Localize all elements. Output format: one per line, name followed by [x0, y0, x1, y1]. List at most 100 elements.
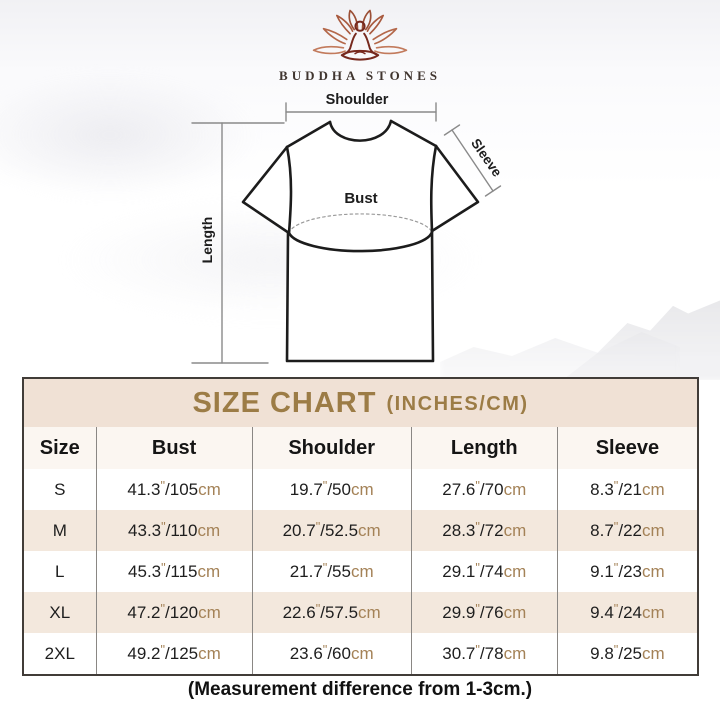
shoulder-cell: 23.6 "/60 cm: [251, 633, 411, 674]
inch-mark: ": [613, 519, 619, 534]
length-cell: 27.6 "/70 cm: [410, 469, 557, 510]
table-header-row: Size Bust Shoulder Length Sleeve: [24, 427, 697, 469]
unit-separator: /: [327, 561, 333, 581]
sleeve-cell: 8.7 "/22 cm: [556, 510, 697, 551]
inch-value: 23.6: [289, 643, 323, 663]
unit-separator: /: [618, 602, 624, 622]
column-header-size: Size: [39, 436, 80, 459]
inch-value: 45.3: [128, 561, 162, 581]
cm-suffix: cm: [350, 479, 374, 499]
inch-value: 47.2: [127, 602, 161, 622]
inch-value: 9.1: [590, 561, 614, 581]
cm-value: 55: [332, 561, 351, 581]
inch-value: 28.3: [442, 520, 476, 540]
cm-value: 21: [623, 479, 642, 499]
size-cell: M: [52, 520, 67, 540]
inch-value: 19.7: [289, 479, 323, 499]
column-header-bust: Bust: [95, 427, 252, 469]
sleeve-cell: 9.1 "/23 cm: [556, 551, 697, 592]
inch-value: 30.7: [442, 643, 476, 663]
cm-suffix: cm: [503, 520, 527, 540]
inch-mark: ": [613, 560, 619, 575]
bust-cell: 43.3 "/110 cm: [95, 510, 252, 551]
length-cell: 29.1 "/74 cm: [410, 551, 557, 592]
cm-suffix: cm: [358, 602, 381, 622]
inch-mark: ": [475, 519, 480, 534]
size-cell: L: [55, 561, 65, 581]
cm-value: 23: [623, 561, 642, 581]
unit-separator: /: [618, 479, 624, 499]
cm-suffix: cm: [198, 643, 221, 663]
cm-value: 105: [169, 479, 199, 499]
shoulder-cell: 20.7 "/52.5 cm: [251, 510, 411, 551]
table-body: S 41.3 "/105 cm 19.7 "/50 cm 27.6 "/70 cm 8.3 "/21 c…: [24, 469, 697, 674]
table-row: M 43.3 "/110 cm 20.7 "/52.5 cm 28.3 "/72 cm 8.7 "/2…: [24, 510, 697, 551]
sleeve-cell: 9.4 "/24 cm: [556, 592, 697, 633]
shoulder-cell: 19.7 "/50 cm: [251, 469, 411, 510]
size-chart-title-band: SIZE CHART (INCHES/CM): [24, 379, 697, 427]
shoulder-cell: 22.6 "/57.5 cm: [251, 592, 411, 633]
cm-suffix: cm: [503, 643, 527, 663]
cm-suffix: cm: [358, 520, 381, 540]
brand-name: BUDDHA STONES: [279, 68, 441, 83]
unit-separator: /: [479, 643, 485, 663]
sleeve-cell: 8.3 "/21 cm: [556, 469, 697, 510]
cm-value: 115: [170, 561, 198, 581]
tshirt-body: [243, 121, 478, 361]
unit-separator: /: [618, 643, 624, 663]
inch-value: 43.3: [128, 520, 162, 540]
cm-suffix: cm: [641, 561, 665, 581]
cm-suffix: cm: [641, 602, 665, 622]
cm-value: 78: [484, 643, 504, 663]
measurement-guides: [191, 102, 502, 364]
unit-separator: /: [165, 520, 171, 540]
brand-logo: BUDDHA STONES: [0, 8, 720, 84]
bust-dotted-line: [288, 213, 433, 234]
inch-value: 29.1: [442, 561, 476, 581]
length-cell: 29.9 "/76 cm: [410, 592, 557, 633]
length-label: Length: [199, 216, 215, 264]
unit-separator: /: [165, 602, 170, 622]
table-row: L 45.3 "/115 cm 21.7 "/55 cm 29.1 "/74 cm 9.1 "/23 c…: [24, 551, 697, 592]
inch-value: 49.2: [127, 643, 161, 663]
inch-mark: ": [613, 642, 619, 657]
cm-suffix: cm: [350, 643, 374, 663]
bust-cell: 45.3 "/115 cm: [95, 551, 252, 592]
cm-value: 22: [623, 520, 642, 540]
inch-mark: ": [160, 601, 166, 616]
inch-mark: ": [322, 560, 328, 575]
inch-mark: ": [475, 478, 480, 493]
unit-separator: /: [320, 602, 325, 622]
inch-value: 22.6: [282, 602, 316, 622]
inch-mark: ": [160, 642, 166, 657]
column-header-length: Length: [410, 427, 557, 469]
cm-value: 125: [169, 643, 199, 663]
inch-value: 8.7: [590, 520, 614, 540]
cm-suffix: cm: [503, 561, 527, 581]
unit-separator: /: [327, 643, 333, 663]
lotus-meditation-icon: [312, 9, 408, 61]
inch-value: 21.7: [289, 561, 323, 581]
cm-value: 52.5: [324, 520, 359, 540]
tshirt-outline: [241, 119, 480, 363]
shoulder-label: Shoulder: [325, 92, 389, 108]
background-mountain-art: [562, 296, 720, 380]
size-chart-units-label: (INCHES/CM): [386, 393, 529, 415]
cm-suffix: cm: [641, 643, 665, 663]
size-chart-table: SIZE CHART (INCHES/CM) Size Bust Shoulde…: [22, 377, 699, 676]
cm-value: 25: [623, 643, 642, 663]
size-cell: XL: [49, 602, 71, 622]
inch-value: 8.3: [590, 479, 614, 499]
bust-cell: 47.2 "/120 cm: [95, 592, 252, 633]
unit-separator: /: [479, 602, 485, 622]
unit-separator: /: [165, 561, 171, 581]
length-cell: 30.7 "/78 cm: [410, 633, 557, 674]
table-row: XL 47.2 "/120 cm 22.6 "/57.5 cm 29.9 "/76 cm 9.4 " /…: [24, 592, 697, 633]
bust-cell: 41.3 "/105 cm: [95, 469, 252, 510]
unit-separator: /: [479, 520, 485, 540]
inch-mark: ": [160, 478, 166, 493]
cm-value: 76: [484, 602, 504, 622]
bust-cell: 49.2 "/125 cm: [95, 633, 252, 674]
unit-separator: /: [320, 520, 325, 540]
cm-value: 120: [169, 602, 199, 622]
